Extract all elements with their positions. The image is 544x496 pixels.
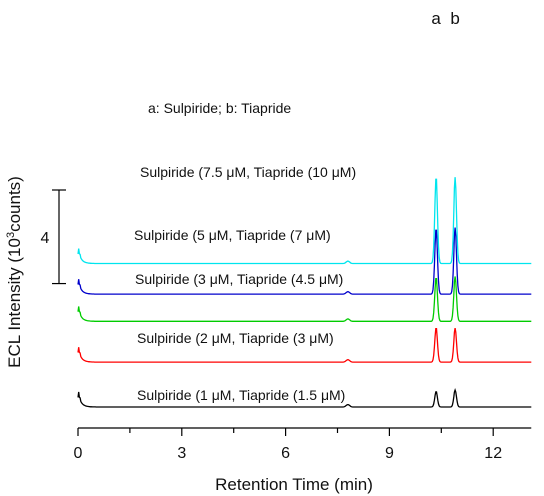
y-axis-title: ECL Intensity (103counts) bbox=[5, 176, 24, 368]
trace-label-4-part-3: , Tiapride (7 bbox=[228, 227, 306, 243]
scale-bar-label: 4 bbox=[41, 230, 50, 247]
trace-label-3-part-4: μM bbox=[319, 271, 339, 287]
trace-label-4-part-2: μM bbox=[209, 227, 229, 243]
x-tick-label-3: 3 bbox=[177, 445, 186, 462]
trace-label-1: Sulpiride (1 μM, Tiapride (1.5 μM) bbox=[137, 387, 345, 403]
trace-group bbox=[77, 177, 532, 408]
trace-label-5-part-2: μM bbox=[226, 164, 246, 180]
trace-label-3: Sulpiride (3 μM, Tiapride (4.5 μM) bbox=[135, 271, 343, 287]
trace-label-3-part-2: μM bbox=[210, 271, 230, 287]
trace-label-5-part-4: μM bbox=[332, 164, 352, 180]
trace-line-5 bbox=[77, 177, 532, 265]
x-tick-label-12: 12 bbox=[484, 445, 502, 462]
trace-label-3-part-3: , Tiapride (4.5 bbox=[229, 271, 319, 287]
y-axis-title-pre: ECL Intensity (10 bbox=[5, 238, 24, 368]
trace-label-5-part-3: , Tiapride (10 bbox=[246, 164, 332, 180]
trace-label-4: Sulpiride (5 μM, Tiapride (7 μM) bbox=[134, 227, 331, 243]
trace-label-1-part-2: μM bbox=[212, 387, 232, 403]
trace-line-1 bbox=[77, 387, 532, 408]
trace-label-5-part-5: ) bbox=[351, 164, 356, 180]
trace-label-2: Sulpiride (2 μM, Tiapride (3 μM) bbox=[137, 330, 334, 346]
trace-label-2-part-5: ) bbox=[329, 330, 334, 346]
peak-label-b: b bbox=[450, 9, 459, 28]
trace-label-1-part-3: , Tiapride (1.5 bbox=[231, 387, 321, 403]
trace-label-4-part-1: Sulpiride (5 bbox=[134, 227, 209, 243]
trace-label-4-part-5: ) bbox=[326, 227, 331, 243]
y-axis-title-post: counts) bbox=[5, 176, 24, 232]
trace-label-2-part-2: μM bbox=[212, 330, 232, 346]
trace-label-3-part-1: Sulpiride (3 bbox=[135, 271, 210, 287]
trace-label-3-part-5: ) bbox=[339, 271, 344, 287]
trace-line-3 bbox=[77, 276, 532, 322]
trace-label-2-part-4: μM bbox=[309, 330, 329, 346]
trace-line-4 bbox=[77, 227, 532, 295]
x-axis: 0 3 6 9 12 bbox=[74, 427, 532, 462]
trace-label-group: Sulpiride (1 μM, Tiapride (1.5 μM)Sulpir… bbox=[134, 164, 356, 403]
x-tick-label-9: 9 bbox=[385, 445, 394, 462]
x-axis-title: Retention Time (min) bbox=[215, 475, 373, 494]
trace-label-1-part-4: μM bbox=[321, 387, 341, 403]
trace-label-5-part-1: Sulpiride (7.5 bbox=[140, 164, 226, 180]
trace-label-5: Sulpiride (7.5 μM, Tiapride (10 μM) bbox=[140, 164, 356, 180]
y-axis-title-sup: 3 bbox=[5, 232, 17, 238]
peak-label-a: a bbox=[431, 9, 441, 28]
legend-note: a: Sulpiride; b: Tiapride bbox=[148, 100, 291, 116]
trace-label-2-part-1: Sulpiride (2 bbox=[137, 330, 212, 346]
trace-label-1-part-1: Sulpiride (1 bbox=[137, 387, 212, 403]
scale-bar: 4 bbox=[41, 189, 66, 285]
trace-label-4-part-4: μM bbox=[306, 227, 326, 243]
trace-label-1-part-5: ) bbox=[341, 387, 346, 403]
x-tick-label-6: 6 bbox=[281, 445, 290, 462]
trace-label-2-part-3: , Tiapride (3 bbox=[231, 330, 309, 346]
x-tick-label-0: 0 bbox=[74, 445, 83, 462]
trace-line-2 bbox=[77, 327, 532, 363]
